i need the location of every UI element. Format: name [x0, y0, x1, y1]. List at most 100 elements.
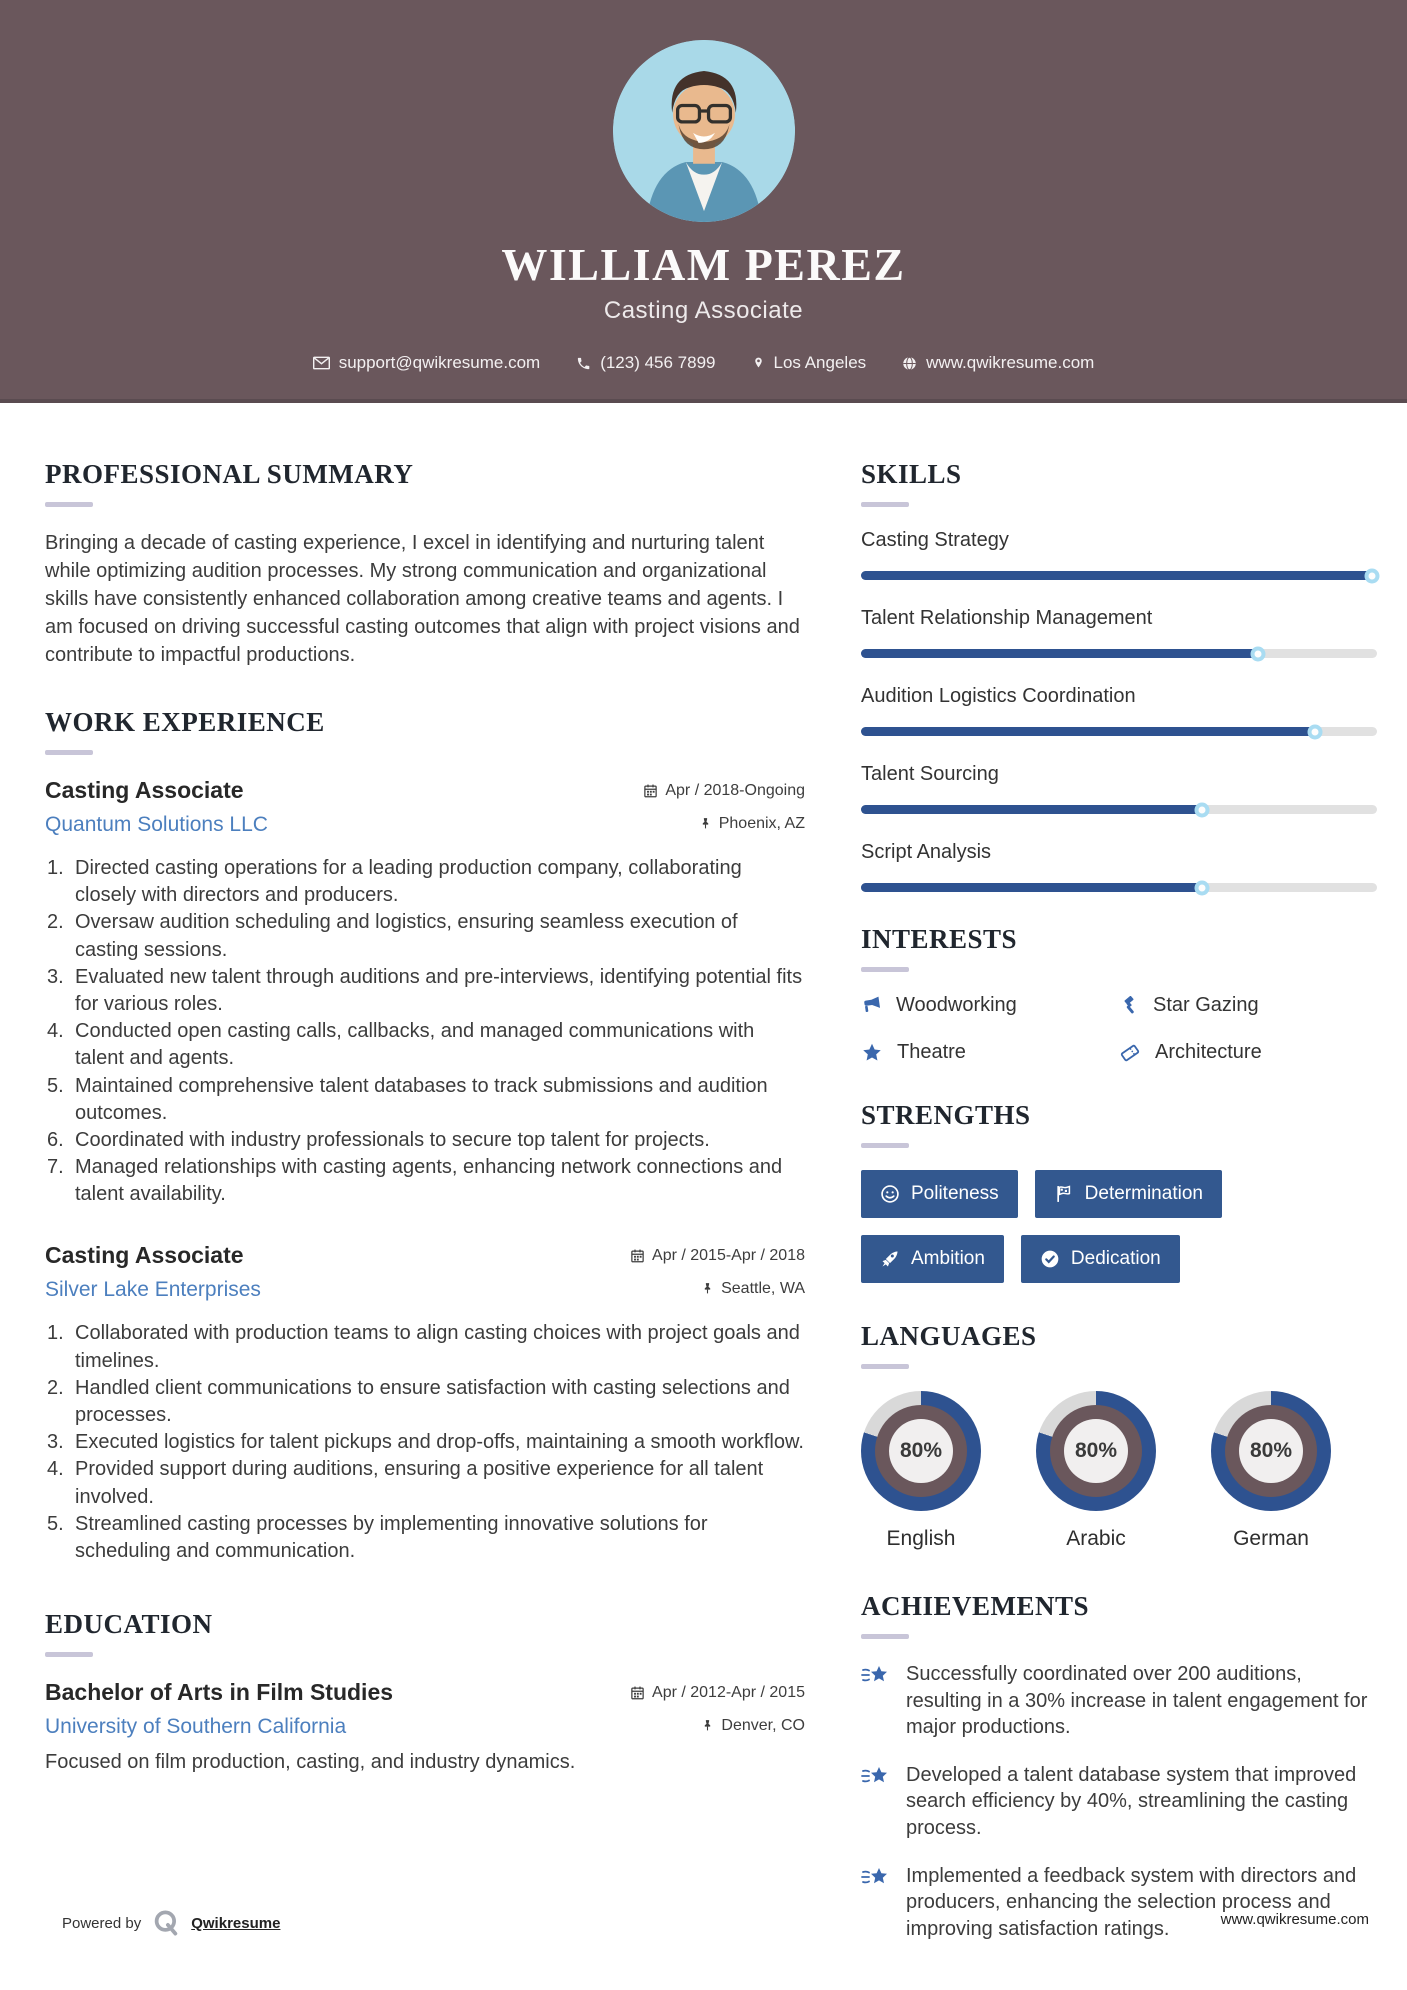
- footer-website: www.qwikresume.com: [1220, 1911, 1369, 1928]
- language-item: 80% German: [1211, 1391, 1331, 1551]
- phone-icon: [578, 357, 590, 369]
- qwikresume-link[interactable]: Qwikresume: [191, 1914, 281, 1932]
- education-note: Focused on film production, casting, and…: [45, 1751, 576, 1774]
- slider-handle[interactable]: [1250, 646, 1266, 661]
- skills-heading: SKILLS: [861, 459, 962, 489]
- calendar-icon: [644, 784, 658, 798]
- language-donut-chart: 80%: [1211, 1391, 1331, 1511]
- candidate-name: WILLIAM PEREZ: [501, 239, 906, 290]
- rocket-icon: [882, 1251, 898, 1267]
- pushpin-icon: [705, 1720, 711, 1731]
- skill-fill: [861, 571, 1372, 580]
- strengths-section: STRENGTHS Politeness Determination Ambit…: [861, 1100, 1377, 1283]
- shooting-star-icon: [861, 1867, 887, 1883]
- job-location: Seattle, WA: [701, 1280, 805, 1298]
- job-bullet: Streamlined casting processes by impleme…: [47, 1511, 708, 1562]
- skill-row: Casting Strategy: [861, 529, 1380, 583]
- strength-label: Dedication: [1070, 1248, 1161, 1269]
- donut-inner-ring: 80%: [1225, 1405, 1317, 1497]
- strength-badge: Dedication: [1020, 1235, 1180, 1283]
- contact-phone[interactable]: (123) 456 7899: [576, 353, 716, 373]
- pushpin-icon: [702, 818, 708, 829]
- skill-fill: [861, 805, 1202, 814]
- contact-location: Los Angeles: [752, 353, 867, 373]
- powered-by-label: Powered by: [62, 1914, 142, 1932]
- star-icon: [863, 1043, 881, 1061]
- powered-by: Powered by Qwikresume: [62, 1908, 280, 1938]
- candidate-title: Casting Associate: [603, 297, 804, 324]
- job-location-label: Seattle, WA: [721, 1279, 805, 1297]
- strength-badge: Politeness: [861, 1170, 1018, 1218]
- profile-photo: [612, 40, 795, 222]
- slider-handle[interactable]: [1307, 724, 1323, 739]
- summary-text: Bringing a decade of casting experience,…: [45, 532, 800, 666]
- heading-rule: [45, 750, 93, 755]
- language-percent: 80%: [889, 1419, 953, 1483]
- skills-section: SKILLS Casting Strategy Talent Relations…: [861, 459, 1380, 895]
- interest-label: Star Gazing: [1153, 994, 1259, 1016]
- language-label: Arabic: [1066, 1527, 1126, 1550]
- slider-handle[interactable]: [1364, 568, 1380, 583]
- strength-label: Politeness: [911, 1183, 999, 1204]
- education-location: Denver, CO: [701, 1717, 805, 1735]
- education-heading: EDUCATION: [45, 1609, 213, 1640]
- calendar-icon: [631, 1250, 644, 1263]
- job-bullet: Executed logistics for talent pickups an…: [47, 1429, 804, 1456]
- job-company-link[interactable]: Silver Lake Enterprises: [45, 1278, 261, 1302]
- heading-rule: [861, 502, 909, 507]
- achievement-text: Developed a talent database system that …: [906, 1763, 1357, 1839]
- envelope-icon: [312, 356, 330, 370]
- job-dates: Apr / 2015-Apr / 2018: [630, 1247, 805, 1265]
- job-bullet-list: Collaborated with production teams to al…: [45, 1320, 805, 1565]
- job-title: Casting Associate: [45, 777, 244, 803]
- interest-label: Theatre: [897, 1041, 966, 1063]
- contact-website[interactable]: www.qwikresume.com: [902, 353, 1094, 373]
- avatar: [612, 40, 795, 222]
- degree-title: Bachelor of Arts in Film Studies: [45, 1679, 394, 1706]
- right-column: SKILLS Casting Strategy Talent Relations…: [861, 459, 1380, 1963]
- languages-section: LANGUAGES 80% English 80%: [861, 1321, 1377, 1551]
- skill-fill: [861, 883, 1202, 892]
- slider-handle[interactable]: [1194, 880, 1210, 895]
- school-link[interactable]: University of Southern California: [45, 1715, 347, 1739]
- strength-label: Determination: [1084, 1183, 1203, 1204]
- language-percent: 80%: [1064, 1419, 1128, 1483]
- skill-row: Script Analysis: [861, 841, 1377, 895]
- interests-section: INTERESTS Woodworking Star Gazing Theatr…: [861, 924, 1377, 1064]
- skill-label: Talent Relationship Management: [861, 607, 1153, 629]
- contact-phone-label: (123) 456 7899: [600, 353, 716, 372]
- education-section: EDUCATION Bachelor of Arts in Film Studi…: [45, 1609, 805, 1774]
- education-dates-label: Apr / 2012-Apr / 2015: [652, 1683, 805, 1701]
- contact-email[interactable]: support@qwikresume.com: [312, 353, 540, 373]
- skill-slider[interactable]: [861, 724, 1377, 739]
- megaphone-icon: [864, 996, 881, 1013]
- pushpin-icon: [704, 1283, 711, 1294]
- contact-website-label: www.qwikresume.com: [926, 353, 1095, 372]
- interest-label: Woodworking: [896, 994, 1017, 1016]
- language-percent: 80%: [1239, 1419, 1303, 1483]
- globe-icon: [903, 356, 916, 370]
- slider-handle[interactable]: [1194, 802, 1210, 817]
- contact-location-label: Los Angeles: [773, 353, 867, 372]
- work-section: WORK EXPERIENCE Casting Associate Apr / …: [45, 707, 805, 1565]
- contact-bar: support@qwikresume.com (123) 456 7899 Lo…: [0, 353, 1407, 373]
- job-dates: Apr / 2018-Ongoing: [643, 782, 805, 800]
- job-bullet: Coordinated with industry professionals …: [47, 1127, 710, 1154]
- skill-slider[interactable]: [861, 646, 1377, 661]
- job-bullet: Directed casting operations for a leadin…: [47, 855, 742, 907]
- skill-slider[interactable]: [861, 880, 1377, 895]
- job-company-link[interactable]: Quantum Solutions LLC: [45, 813, 268, 836]
- job-location: Phoenix, AZ: [699, 815, 805, 833]
- job-bullet: Handled client communications to ensure …: [47, 1375, 790, 1426]
- skill-slider[interactable]: [861, 802, 1377, 817]
- ticket-icon: [1120, 1044, 1140, 1061]
- strength-label: Ambition: [911, 1248, 985, 1269]
- job-dates-label: Apr / 2018-Ongoing: [665, 781, 805, 799]
- donut-inner-ring: 80%: [875, 1405, 967, 1497]
- achievement-item: Developed a talent database system that …: [861, 1762, 1377, 1842]
- skill-slider[interactable]: [861, 568, 1380, 583]
- map-pin-icon: [754, 357, 762, 368]
- interest-item: Theatre: [861, 1041, 1119, 1064]
- job-bullet-list: Directed casting operations for a leadin…: [45, 855, 805, 1208]
- job-entry: Casting Associate Apr / 2015-Apr / 2018 …: [45, 1242, 805, 1565]
